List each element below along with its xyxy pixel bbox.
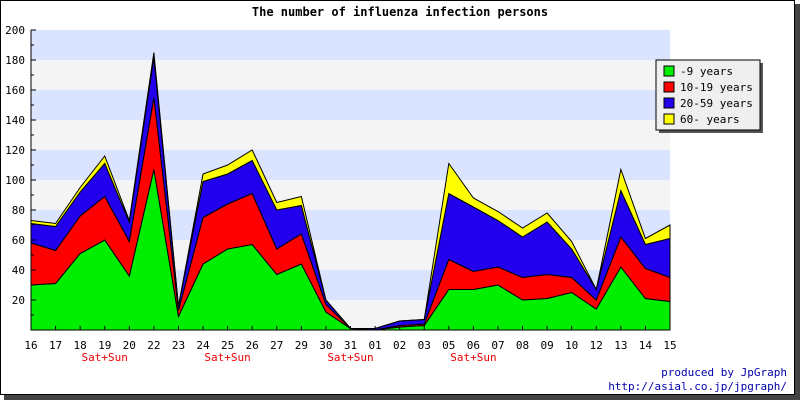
y-tick-label: 120 xyxy=(5,144,25,157)
grid-band xyxy=(31,180,670,210)
x-tick-label: 01 xyxy=(368,339,381,352)
x-tick-label: 12 xyxy=(590,339,603,352)
grid-band xyxy=(31,60,670,90)
y-tick-label: 80 xyxy=(12,204,25,217)
x-tick-label: 19 xyxy=(98,339,111,352)
area-60-years xyxy=(30,52,671,329)
y-tick-label: 60 xyxy=(12,234,25,247)
x-tick-label: 10 xyxy=(565,339,578,352)
x-tick-label: 18 xyxy=(74,339,87,352)
y-tick-label: 140 xyxy=(5,114,25,127)
x-tick-label: 22 xyxy=(147,339,160,352)
grid-band xyxy=(31,30,670,60)
x-tick-label: 16 xyxy=(24,339,37,352)
x-tick-label: 15 xyxy=(663,339,676,352)
y-tick-label: 200 xyxy=(5,24,25,37)
legend-label: 60- years xyxy=(680,113,740,126)
weekend-note: Sat+Sun xyxy=(204,351,250,364)
credit-line-1: produced by JpGraph xyxy=(661,366,787,379)
x-tick-label: 23 xyxy=(172,339,185,352)
x-tick-label: 07 xyxy=(491,339,504,352)
x-tick-label: 24 xyxy=(196,339,210,352)
grid-band xyxy=(31,120,670,150)
legend-label: 20-59 years xyxy=(680,97,753,110)
weekend-note: Sat+Sun xyxy=(82,351,128,364)
x-tick-label: 03 xyxy=(418,339,431,352)
y-tick-label: 180 xyxy=(5,54,25,67)
axes xyxy=(30,29,671,331)
x-tick-label: 13 xyxy=(614,339,627,352)
tick-labels: 20 40 60 80 100 120 140 160 180 200 16 17 18 19 20 22 23… xyxy=(5,24,677,364)
credit-line-2: http://asial.co.jp/jpgraph/ xyxy=(608,380,787,393)
x-tick-label: 30 xyxy=(319,339,332,352)
x-tick-label: 31 xyxy=(344,339,357,352)
legend: -9 years 10-19 years 20-59 years 60- years xyxy=(655,59,763,133)
x-tick-label: 27 xyxy=(270,339,283,352)
weekend-note: Sat+Sun xyxy=(327,351,373,364)
x-tick-label: 06 xyxy=(467,339,480,352)
y-tick-label: 100 xyxy=(5,174,25,187)
x-tick-label: 29 xyxy=(295,339,308,352)
legend-swatch xyxy=(663,65,675,77)
x-tick-label: 08 xyxy=(516,339,529,352)
weekend-note: Sat+Sun xyxy=(450,351,496,364)
legend-swatch xyxy=(663,113,675,125)
legend-label: 10-19 years xyxy=(680,81,753,94)
y-tick-label: 160 xyxy=(5,84,25,97)
x-tick-label: 26 xyxy=(246,339,259,352)
legend-swatch xyxy=(663,97,675,109)
x-tick-label: 02 xyxy=(393,339,406,352)
x-tick-label: 14 xyxy=(639,339,653,352)
x-tick-label: 09 xyxy=(540,339,553,352)
legend-swatch xyxy=(663,81,675,93)
grid-band xyxy=(31,150,670,180)
chart-title: The number of influenza infection person… xyxy=(252,5,548,19)
x-tick-label: 20 xyxy=(123,339,136,352)
x-tick-label: 05 xyxy=(442,339,455,352)
legend-label: -9 years xyxy=(680,65,733,78)
x-tick-label: 17 xyxy=(49,339,62,352)
y-tick-label: 40 xyxy=(12,264,25,277)
grid-band xyxy=(31,90,670,120)
x-tick-label: 25 xyxy=(221,339,234,352)
y-tick-label: 20 xyxy=(12,294,25,307)
